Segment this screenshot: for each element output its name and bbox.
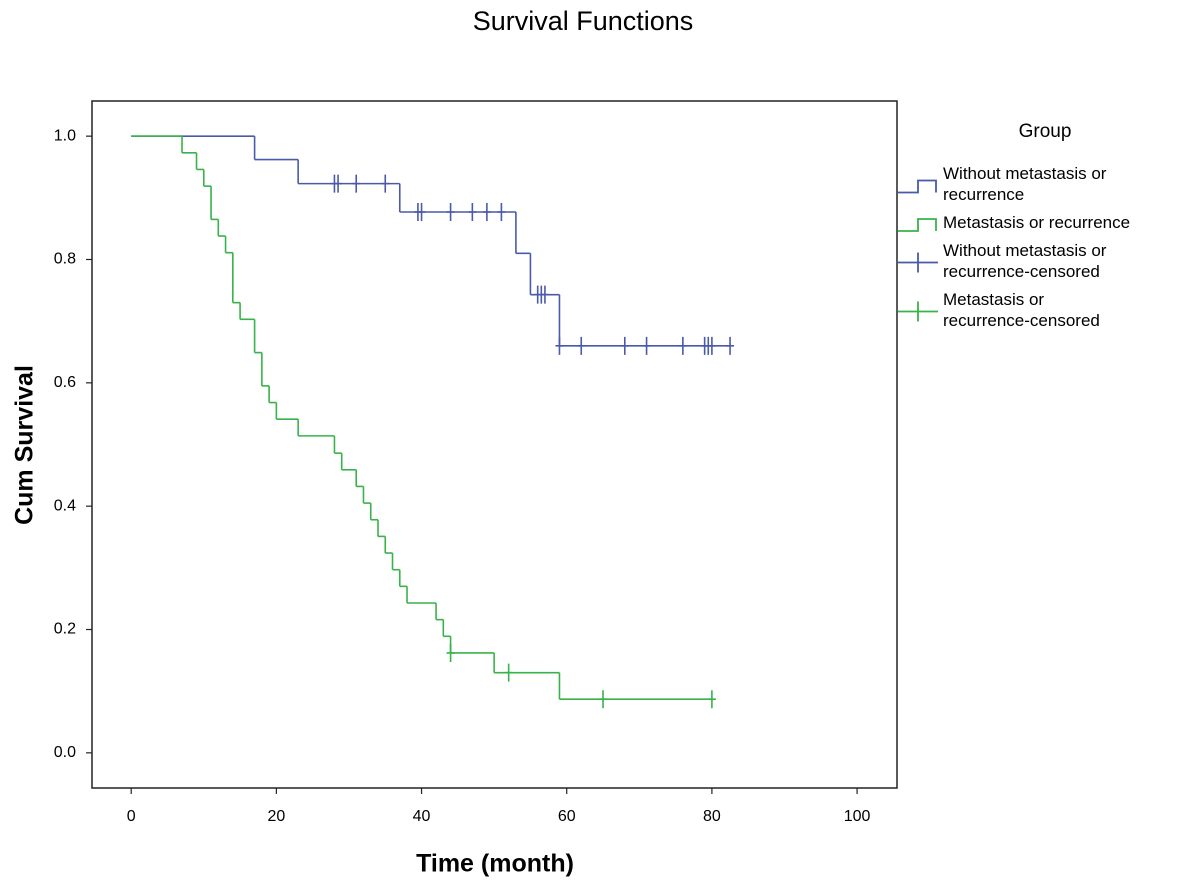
censor-mark [540,285,549,304]
censor-mark [678,336,687,355]
censor-mark [446,203,455,222]
legend-swatch [898,179,937,194]
y-tick-label: 0.4 [54,497,76,514]
x-tick-label: 100 [844,808,871,825]
legend-label-line: Without metastasis or [943,241,1107,260]
censor-mark [381,174,390,193]
censor-mark [497,203,506,222]
censor-mark [555,336,564,355]
censor-mark [726,336,735,355]
censor-mark [577,336,586,355]
censor-mark [417,203,426,222]
x-tick-label: 60 [558,808,576,825]
legend-swatch [898,252,938,273]
censor-mark [707,336,716,355]
x-tick-label: 20 [267,808,285,825]
legend-label: Without metastasis or recurrence [943,164,1107,204]
x-tick-label: 0 [127,808,136,825]
legend-label-line: Metastasis or [943,290,1044,309]
x-axis-label: Time (month) [416,850,574,878]
censor-mark [468,203,477,222]
censor-mark [334,174,343,193]
censor-mark [446,643,455,662]
legend-label: Metastasis or recurrence [943,213,1130,232]
legend-label-line: Metastasis or recurrence [943,213,1130,232]
legend-swatch [898,301,938,322]
x-tick-label: 80 [703,808,721,825]
legend-label-line: recurrence [943,185,1024,204]
x-tick-label: 40 [413,808,431,825]
legend-swatch [898,218,937,232]
y-tick-label: 0.2 [54,621,76,638]
censor-mark [707,690,716,709]
legend-label-line: Without metastasis or [943,164,1107,183]
censor-mark [352,174,361,193]
censor-mark [482,203,491,222]
legend-label: Without metastasis or recurrence-censored [943,241,1107,281]
censor-mark [504,663,513,682]
plot-frame [91,100,898,789]
y-tick-label: 0.6 [54,374,76,391]
censor-mark [599,690,608,709]
y-tick-label: 1.0 [54,127,76,144]
y-axis-label: Cum Survival [11,365,39,525]
censor-mark [620,336,629,355]
y-tick-label: 0.8 [54,251,76,268]
legend-label: Metastasis or recurrence-censored [943,290,1100,330]
chart-title: Survival Functions [473,6,694,36]
legend-title: Group [1019,121,1072,142]
censor-mark [642,336,651,355]
legend-label-line: recurrence-censored [943,262,1100,281]
y-tick-label: 0.0 [54,744,76,761]
legend-label-line: recurrence-censored [943,311,1100,330]
